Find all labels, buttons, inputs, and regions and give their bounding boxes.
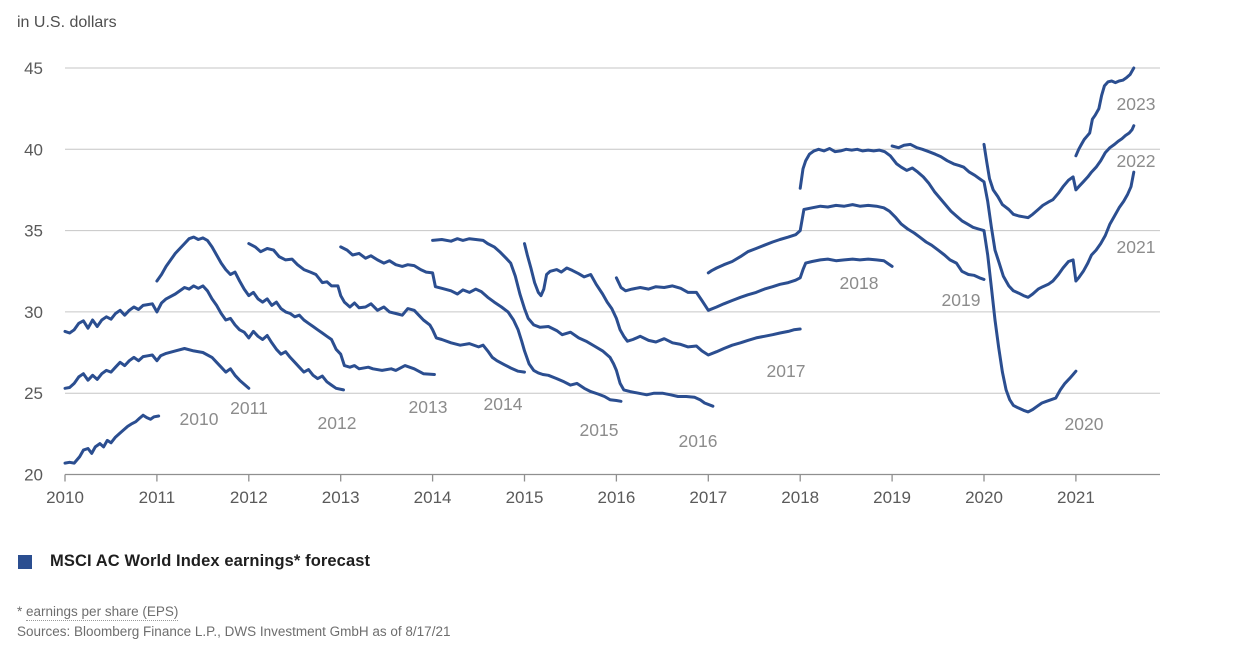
series-line-2011 xyxy=(63,347,251,390)
x-tick-label-2018: 2018 xyxy=(781,488,819,507)
x-tick-label-2021: 2021 xyxy=(1057,488,1095,507)
footnotes: * earnings per share (EPS) Sources: Bloo… xyxy=(17,602,450,642)
series-label-2023: 2023 xyxy=(1117,94,1156,114)
series-line-2014 xyxy=(247,242,526,374)
series-line-2015 xyxy=(339,245,623,403)
x-tick-label-2011: 2011 xyxy=(139,488,176,507)
series-label-2011: 2011 xyxy=(230,398,268,418)
x-tick-label-2015: 2015 xyxy=(506,488,544,507)
x-tick-label-2014: 2014 xyxy=(414,488,452,507)
series-line-2018 xyxy=(614,257,894,312)
x-tick-label-2017: 2017 xyxy=(689,488,727,507)
series-label-2019: 2019 xyxy=(942,290,981,310)
x-tick-label-2012: 2012 xyxy=(230,488,268,507)
y-tick-label-45: 45 xyxy=(24,59,43,78)
legend-color-swatch xyxy=(18,554,32,569)
series-line-2013 xyxy=(155,235,436,376)
legend: MSCI AC World Index earnings* forecast xyxy=(18,552,370,571)
series-line-2017 xyxy=(523,242,802,357)
series-label-2016: 2016 xyxy=(679,431,718,451)
footnote-marker: * xyxy=(17,604,27,619)
y-tick-label-35: 35 xyxy=(24,222,43,241)
y-axis-unit-label: in U.S. dollars xyxy=(17,14,117,31)
series-label-2012: 2012 xyxy=(318,413,357,433)
y-tick-label-40: 40 xyxy=(24,140,43,159)
series-label-2014: 2014 xyxy=(484,394,523,414)
x-tick-label-2016: 2016 xyxy=(597,488,635,507)
x-tick-label-2013: 2013 xyxy=(322,488,360,507)
legend-label: MSCI AC World Index earnings* forecast xyxy=(50,552,371,570)
series-label-2013: 2013 xyxy=(409,397,448,417)
series-label-2022: 2022 xyxy=(1117,151,1156,171)
series-line-2022 xyxy=(982,124,1136,220)
x-tick-label-2020: 2020 xyxy=(965,488,1003,507)
series-line-2019 xyxy=(706,203,986,281)
x-tick-label-2019: 2019 xyxy=(873,488,911,507)
y-tick-label-20: 20 xyxy=(24,466,43,485)
series-line-2020 xyxy=(798,147,1078,414)
series-label-2020: 2020 xyxy=(1065,414,1104,434)
y-tick-label-25: 25 xyxy=(24,384,43,403)
series-line-2016 xyxy=(431,237,715,408)
x-tick-label-2010: 2010 xyxy=(46,488,84,507)
series-label-2017: 2017 xyxy=(767,361,806,381)
footnote-line: * earnings per share (EPS) xyxy=(17,602,450,622)
series-label-2021: 2021 xyxy=(1117,237,1156,257)
eps-forecast-chart: 20 25 30 35 40 45 2010 2011 2012 2013 2014 2015 2016… xyxy=(24,59,1160,507)
footnote-term-link[interactable]: earnings per share (EPS) xyxy=(26,604,179,621)
series-line-2023 xyxy=(1074,66,1136,158)
y-tick-label-30: 30 xyxy=(24,303,43,322)
series-line-2021 xyxy=(890,142,1136,299)
series-line-2010 xyxy=(63,413,161,465)
series-label-2018: 2018 xyxy=(840,273,879,293)
series-line-2012 xyxy=(63,284,345,392)
series-label-2010: 2010 xyxy=(180,409,219,429)
series-label-2015: 2015 xyxy=(580,420,619,440)
sources-line: Sources: Bloomberg Finance L.P., DWS Inv… xyxy=(17,624,451,639)
